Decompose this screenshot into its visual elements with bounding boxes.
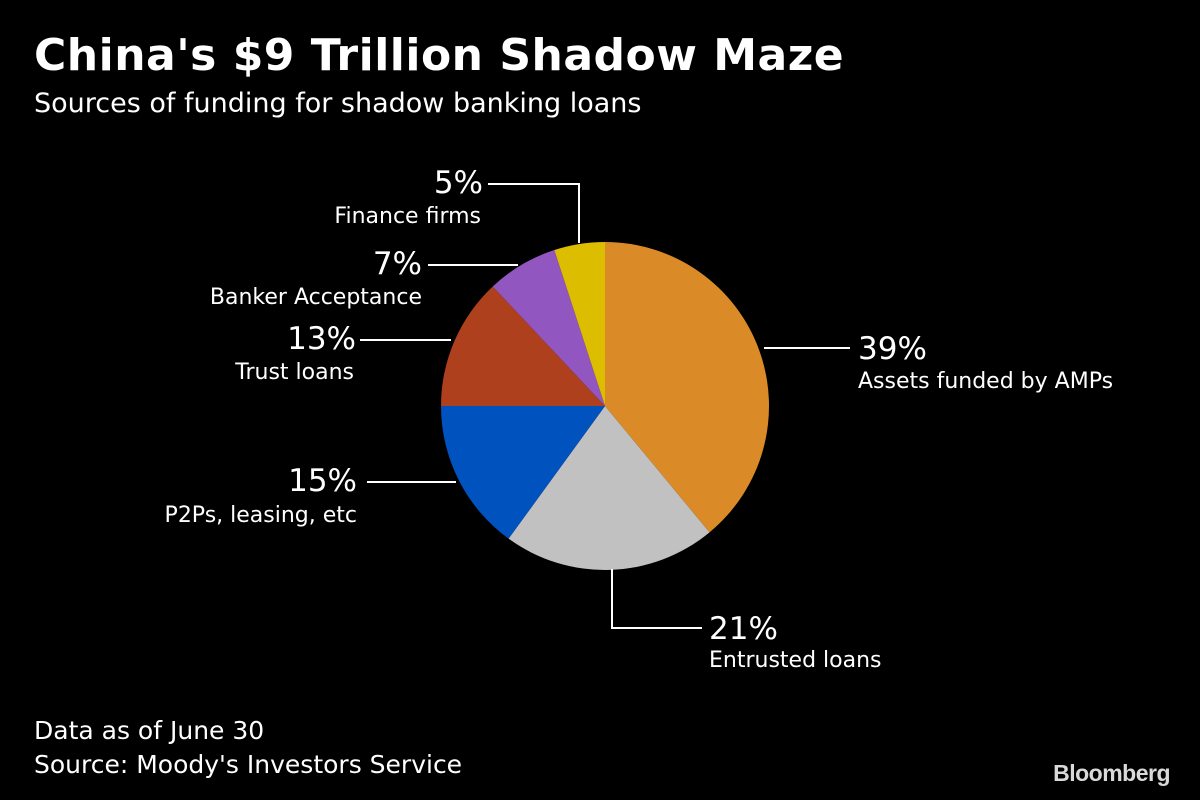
leader-line-finance-firms [488,183,580,243]
chart-footer: Data as of June 30 Source: Moody's Inves… [34,714,462,782]
data-label-value-p2ps-leasing-etc: 15% [288,463,357,499]
data-label-value-assets-funded-by-amps: 39% [858,331,927,367]
data-date-note: Data as of June 30 [34,716,265,745]
leader-line-entrusted-loans [611,569,702,629]
data-label-value-trust-loans: 13% [287,321,356,357]
data-label-name-p2ps-leasing-etc: P2Ps, leasing, etc [165,503,357,528]
bloomberg-logo: Bloomberg [1053,760,1170,786]
pie-slice-p2ps-leasing-etc [441,406,605,539]
data-label-value-entrusted-loans: 21% [709,611,778,647]
data-label-value-finance-firms: 5% [434,165,483,201]
pie-slice-entrusted-loans [508,406,710,571]
chart-title: China's $9 Trillion Shadow Maze [34,30,845,81]
data-label-value-banker-acceptance: 7% [373,246,422,282]
data-label-name-entrusted-loans: Entrusted loans [709,648,882,673]
pie-slice-finance-firms [554,242,605,406]
data-label-name-finance-firms: Finance firms [334,204,481,229]
source-note: Source: Moody's Investors Service [34,750,463,779]
chart-subtitle: Sources of funding for shadow banking lo… [34,88,642,119]
pie-slice-trust-loans [441,286,605,406]
pie-slice-assets-funded-by-amps [605,242,769,533]
data-label-name-banker-acceptance: Banker Acceptance [210,285,422,310]
pie-slice-banker-acceptance [492,250,605,406]
data-label-name-trust-loans: Trust loans [234,360,354,385]
data-label-name-assets-funded-by-amps: Assets funded by AMPs [858,369,1113,394]
